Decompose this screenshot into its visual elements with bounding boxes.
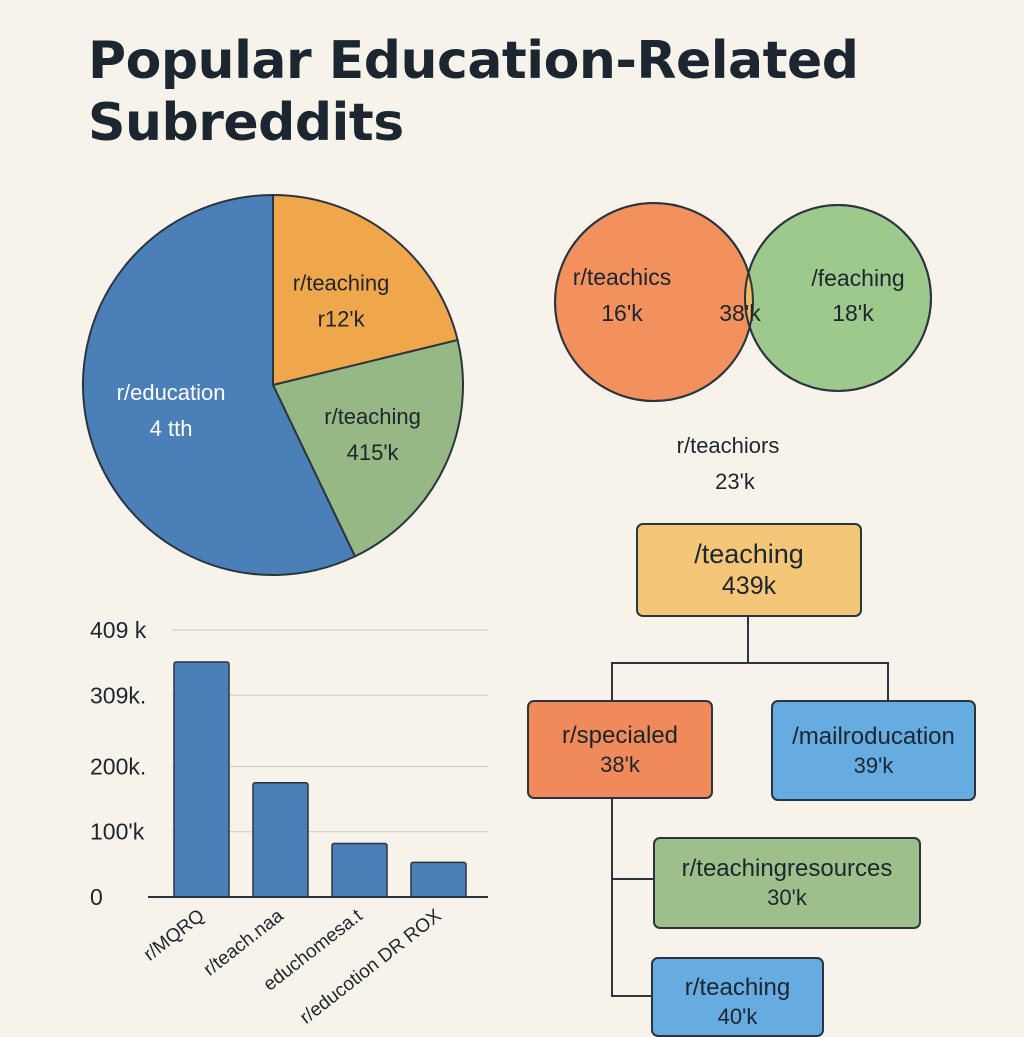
node-label: r/teachingresources (681, 855, 893, 883)
venn-left-value: 16'k (601, 300, 643, 326)
y-tick-label: 409 k (90, 617, 147, 643)
pie-slice-label: r/teaching (324, 404, 421, 429)
node-value: 39'k (853, 752, 894, 778)
tree-node-root: /teaching 439k (636, 523, 862, 617)
tree-node-teachingresources: r/teachingresources 30'k (653, 837, 921, 929)
node-label: r/teaching (684, 974, 791, 1001)
x-tick-label: r/educotion DR ROX (296, 905, 446, 1024)
node-value: 30'k (767, 885, 807, 911)
tree-node-specialed: r/specialed 38'k (527, 700, 713, 799)
bar (173, 661, 230, 898)
node-label: /mailroducation (792, 722, 955, 750)
pie-slice-value: r12'k (318, 306, 366, 331)
y-tick-label: 100'k (90, 819, 145, 845)
node-value: 38'k (600, 751, 640, 777)
y-tick-label: 200k. (90, 753, 146, 779)
venn-caption-value: 23'k (715, 469, 756, 494)
node-label: r/specialed (561, 721, 679, 749)
tree-connector (887, 662, 889, 700)
tree-connector (611, 878, 654, 880)
venn-overlap-value: 38'k (719, 300, 761, 326)
page-title: Popular Education-Related Subreddits (88, 31, 859, 153)
pie-slice-label: r/teaching (293, 270, 390, 295)
bar (331, 842, 388, 898)
pie-slice-label: r/education (117, 380, 226, 405)
y-tick-label: 309k. (90, 682, 146, 708)
pie-slice (271, 338, 464, 558)
venn-right-label: /feaching (811, 265, 904, 291)
tree-node-teaching: r/teaching 40'k (651, 957, 824, 1037)
tree-connector (611, 662, 613, 700)
venn-right-value: 18'k (832, 300, 874, 326)
venn-left-label: r/teachics (573, 264, 671, 290)
tree-connector (747, 616, 749, 663)
pie-slice-value: 415'k (347, 440, 400, 465)
tree-connector (611, 798, 613, 996)
pie-slice (82, 193, 357, 576)
x-tick-label: r/MQRQ (140, 905, 209, 965)
node-label: /teaching (694, 538, 804, 569)
y-tick-label: 0 (90, 884, 103, 910)
node-value: 40'k (717, 1004, 758, 1029)
tree-node-mailroducation: /mailroducation 39'k (771, 700, 976, 801)
pie-slice (272, 193, 459, 387)
tree-connector (611, 995, 653, 997)
node-value: 439k (721, 572, 777, 601)
bar (410, 861, 467, 898)
pie-slice-value: 4 tth (150, 416, 193, 441)
tree-connector (611, 662, 889, 664)
bar (252, 782, 309, 898)
venn-caption-label: r/teachiors (677, 433, 780, 458)
